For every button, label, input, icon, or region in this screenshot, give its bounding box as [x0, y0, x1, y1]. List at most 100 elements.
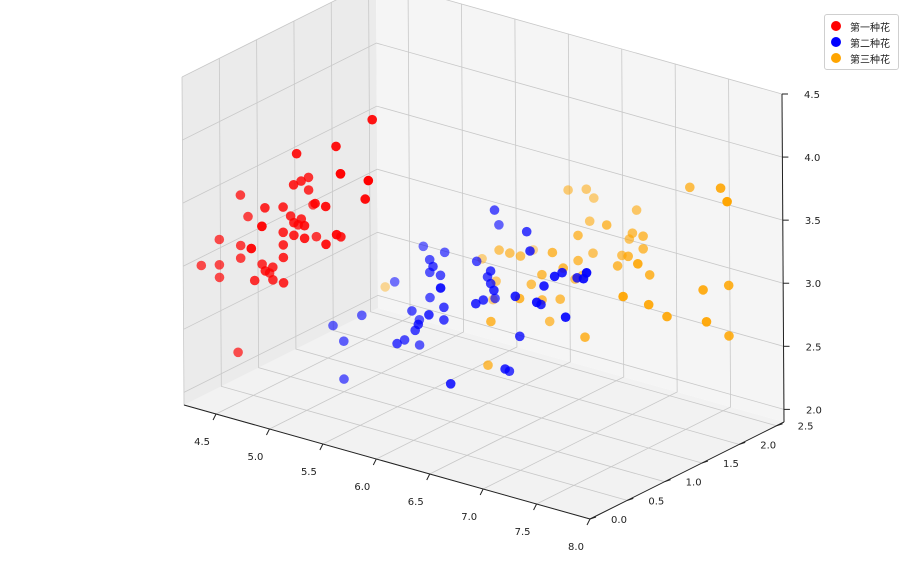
y-tick-mark	[664, 479, 671, 483]
y-tick-label: 1.0	[686, 478, 702, 489]
data-point-series-3	[724, 331, 734, 341]
data-point-series-1	[289, 217, 299, 228]
data-point-series-1	[260, 266, 271, 276]
x-tick-label: 7.5	[515, 527, 531, 538]
grid-line-z	[182, 105, 783, 221]
data-point-series-3	[643, 299, 654, 310]
y-tick-label: 2.0	[760, 440, 776, 451]
data-point-series-1	[246, 243, 257, 254]
data-point-series-2	[339, 374, 349, 384]
x-tick-label: 6.5	[408, 497, 424, 508]
data-point-series-1	[268, 262, 278, 273]
data-point-series-1	[360, 194, 371, 204]
data-point-series-2	[435, 283, 446, 293]
x-tick-mark	[586, 518, 591, 526]
x-tick-mark	[372, 458, 377, 466]
data-point-series-2	[489, 285, 499, 296]
data-point-series-1	[278, 278, 289, 288]
data-point-series-1	[278, 227, 289, 238]
data-point-series-3	[537, 269, 547, 280]
x-tick-mark	[266, 428, 270, 436]
data-point-series-3	[573, 230, 583, 241]
z-tick-label: 4.0	[804, 153, 820, 164]
data-point-series-1	[299, 220, 310, 231]
data-point-series-3	[722, 196, 732, 207]
z-tick-label: 2.5	[806, 342, 822, 353]
data-point-series-1	[367, 114, 378, 125]
y-tick-mark	[589, 516, 597, 520]
data-point-series-2	[392, 338, 402, 349]
grid-line-y	[218, 58, 628, 501]
x-tick-mark	[533, 503, 538, 511]
x-tick-mark	[319, 443, 324, 451]
floor-pane	[184, 308, 784, 519]
data-point-series-3	[380, 282, 391, 292]
z-tick-label: 4.5	[804, 90, 820, 101]
data-point-series-3	[589, 193, 599, 203]
y-axis-line	[589, 421, 785, 520]
data-point-series-2	[357, 310, 367, 321]
data-point-series-3	[612, 261, 623, 271]
y-tick-label: 0.5	[648, 496, 664, 507]
grid-line-x	[322, 18, 518, 445]
data-point-series-1	[335, 169, 346, 179]
left-pane	[182, 0, 378, 405]
x-axis-line	[183, 404, 591, 520]
data-point-series-1	[257, 221, 267, 232]
data-point-series-1	[214, 260, 225, 270]
data-point-series-3	[633, 259, 643, 269]
y-tick-mark	[739, 441, 746, 445]
data-point-series-2	[445, 379, 456, 389]
data-point-series-3	[580, 332, 590, 343]
data-point-series-1	[296, 176, 306, 186]
data-point-series-1	[268, 275, 278, 285]
x-tick-label: 4.5	[194, 437, 210, 448]
grid-line-x	[429, 48, 625, 475]
x-tick-mark	[479, 488, 484, 496]
data-point-series-2	[581, 268, 592, 278]
data-point-series-3	[618, 291, 628, 302]
data-point-series-2	[485, 266, 496, 276]
data-point-series-1	[310, 198, 320, 209]
grid-line-y	[293, 21, 703, 464]
grid-line-x	[215, 0, 411, 415]
x-tick-mark	[212, 413, 217, 421]
data-point-series-1	[214, 272, 225, 283]
axis-lines	[183, 93, 790, 526]
data-point-series-1	[278, 252, 289, 263]
data-point-series-3	[563, 185, 573, 195]
z-axis-line	[781, 93, 785, 423]
x-tick-label: 7.0	[461, 512, 477, 523]
legend-marker-series-1	[831, 21, 841, 31]
data-point-series-2	[418, 241, 429, 252]
x-tick-label: 5.0	[248, 452, 264, 463]
data-point-series-2	[425, 292, 435, 303]
data-point-series-2	[490, 293, 500, 304]
x-tick-label: 5.5	[301, 467, 317, 478]
data-point-series-1	[331, 229, 342, 240]
legend-label-series-2: 第二种花	[850, 38, 890, 50]
data-point-series-2	[435, 270, 446, 281]
data-point-series-3	[573, 255, 583, 266]
data-point-series-2	[500, 364, 510, 374]
x-tick-mark	[426, 473, 431, 481]
data-point-series-3	[644, 270, 655, 280]
data-point-series-2	[539, 281, 549, 291]
legend-label-series-3: 第三种花	[850, 54, 890, 66]
data-point-series-3	[515, 251, 526, 261]
y-tick-mark	[701, 460, 709, 464]
data-point-series-1	[363, 175, 374, 186]
data-point-series-1	[278, 202, 288, 212]
data-point-series-2	[515, 331, 525, 342]
data-point-series-1	[214, 234, 225, 245]
data-point-series-3	[685, 182, 695, 193]
data-point-series-2	[428, 261, 438, 272]
axis-panes	[182, 0, 784, 519]
data-point-series-2	[525, 246, 535, 256]
data-point-series-2	[439, 315, 449, 325]
data-point-series-2	[424, 310, 434, 320]
data-point-series-1	[233, 347, 243, 358]
data-point-series-1	[288, 180, 299, 190]
data-point-series-3	[631, 205, 642, 215]
y-tick-mark	[776, 423, 783, 427]
